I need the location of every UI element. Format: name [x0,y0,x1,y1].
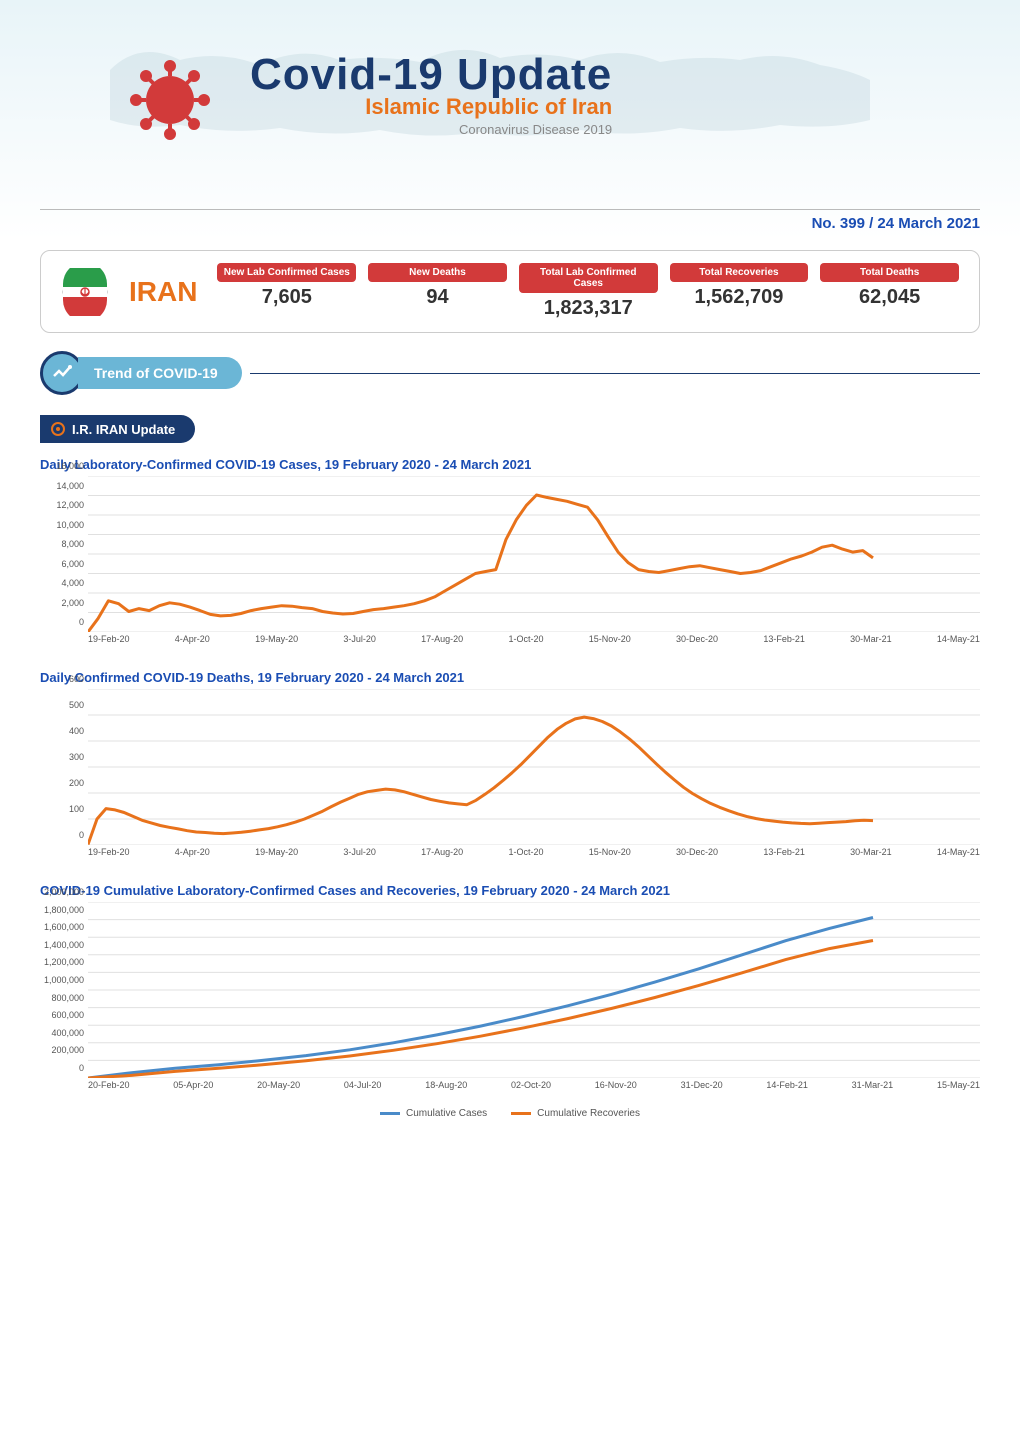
chart-cumulative: 0200,000400,000600,000800,0001,000,0001,… [40,902,980,1102]
stats-panel: IRAN New Lab Confirmed Cases 7,605 New Dea… [40,250,980,333]
stat-col: Total Deaths 62,045 [820,263,959,320]
y-axis: 0200,000400,000600,000800,0001,000,0001,… [40,902,86,1078]
page-note: Coronavirus Disease 2019 [250,122,612,137]
page-header: Covid-19 Update Islamic Republic of Iran… [0,0,1020,240]
stats-grid: New Lab Confirmed Cases 7,605 New Deaths 94… [217,263,959,320]
stat-col: New Lab Confirmed Cases 7,605 [217,263,356,320]
stat-col: New Deaths 94 [368,263,507,320]
title-block: Covid-19 Update Islamic Republic of Iran… [250,50,612,137]
chart-svg [88,689,980,845]
stat-value: 1,562,709 [670,286,809,309]
stat-value: 62,045 [820,286,959,309]
y-axis: 0100200300400500600 [40,689,86,845]
iran-flag-icon [61,268,109,316]
section-label: I.R. IRAN Update [72,422,175,437]
stat-value: 7,605 [217,286,356,309]
stat-label: New Deaths [368,263,507,282]
virus-icon [130,60,210,140]
stat-value: 94 [368,286,507,309]
legend-item: Cumulative Cases [380,1108,487,1119]
x-axis: 19-Feb-204-Apr-2019-May-203-Jul-2017-Aug… [88,634,980,656]
stat-value: 1,823,317 [519,297,658,320]
chart-daily-cases: 02,0004,0006,0008,00010,00012,00014,0001… [40,476,980,656]
chart-svg [88,902,980,1078]
y-axis: 02,0004,0006,0008,00010,00012,00014,0001… [40,476,86,632]
issue-number: No. 399 / 24 March 2021 [812,215,980,232]
stat-col: Total Recoveries 1,562,709 [670,263,809,320]
chart-daily-deaths: 010020030040050060019-Feb-204-Apr-2019-M… [40,689,980,869]
section-badge: I.R. IRAN Update [40,415,195,443]
stat-label: Total Deaths [820,263,959,282]
trend-label: Trend of COVID-19 [78,357,242,389]
x-axis: 20-Feb-2005-Apr-2020-May-2004-Jul-2018-A… [88,1080,980,1102]
stat-label: Total Lab Confirmed Cases [519,263,658,293]
chart2-title: Daily Confirmed COVID-19 Deaths, 19 Febr… [40,670,980,685]
page-title: Covid-19 Update [250,50,612,100]
trend-badge: Trend of COVID-19 [40,351,980,395]
x-axis: 19-Feb-204-Apr-2019-May-203-Jul-2017-Aug… [88,847,980,869]
stat-label: New Lab Confirmed Cases [217,263,356,282]
chart-svg [88,476,980,632]
chart3-legend: Cumulative Cases Cumulative Recoveries [40,1108,980,1119]
gear-icon [50,421,66,437]
legend-item: Cumulative Recoveries [511,1108,640,1119]
trend-divider [250,373,980,374]
country-name: IRAN [129,276,197,308]
chart1-title: Daily Laboratory-Confirmed COVID-19 Case… [40,457,980,472]
chart3-title: COVID-19 Cumulative Laboratory-Confirmed… [40,883,980,898]
stat-label: Total Recoveries [670,263,809,282]
stat-col: Total Lab Confirmed Cases 1,823,317 [519,263,658,320]
